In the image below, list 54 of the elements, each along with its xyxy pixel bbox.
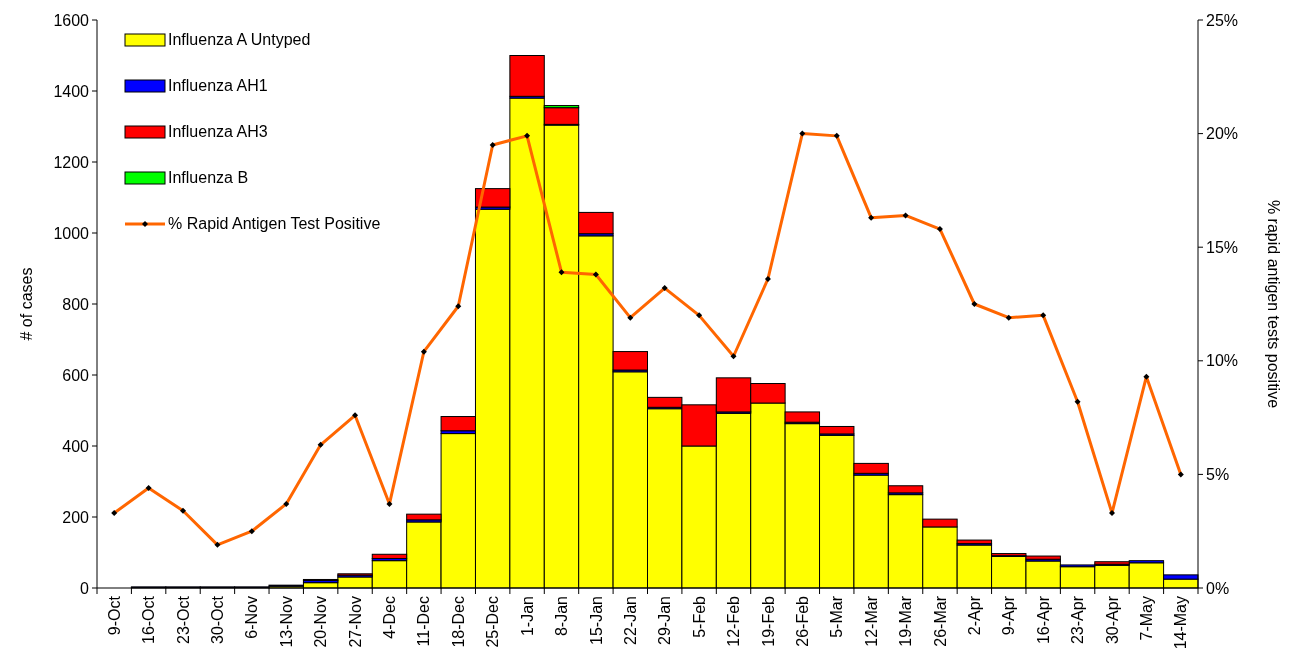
x-tick-label: 19-Mar	[897, 595, 915, 647]
y2-tick-label: 10%	[1206, 352, 1239, 370]
x-tick-label: 15-Jan	[587, 596, 605, 645]
y-tick-label: 400	[62, 437, 90, 455]
x-tick-label: 5-Feb	[690, 595, 708, 638]
x-tick-label: 22-Jan	[621, 596, 639, 645]
x-tick-label: 14-May	[1172, 596, 1190, 650]
y-tick-label: 200	[62, 508, 90, 526]
x-tick-label: 18-Dec	[449, 596, 467, 648]
legend-label: Influenza AH1	[168, 77, 268, 94]
x-tick-label: 29-Jan	[656, 596, 674, 645]
x-tick-label: 11-Dec	[415, 596, 433, 647]
y-tick-label: 1600	[53, 11, 90, 29]
y-tick-label: 0	[80, 579, 90, 597]
legend-label: % Rapid Antigen Test Positive	[168, 215, 381, 232]
y2-tick-label: 0%	[1206, 579, 1230, 597]
x-tick-label: 12-Feb	[725, 595, 743, 647]
x-tick-label: 9-Apr	[1000, 595, 1018, 636]
x-tick-label: 25-Dec	[484, 596, 502, 648]
x-tick-label: 30-Apr	[1103, 595, 1121, 645]
x-tick-label: 23-Apr	[1069, 595, 1087, 645]
x-tick-label: 19-Feb	[759, 595, 777, 647]
x-tick-label: 23-Oct	[174, 595, 192, 645]
y2-tick-label: 5%	[1206, 466, 1230, 483]
y2-tick-label: 25%	[1206, 11, 1239, 29]
x-tick-label: 30-Oct	[209, 595, 227, 645]
y-tick-label: 600	[62, 366, 90, 384]
x-tick-label: 2-Apr	[965, 595, 983, 636]
legend-label: Influenza AH3	[168, 123, 268, 140]
y-tick-label: 800	[62, 295, 90, 313]
legend-label: Influenza B	[168, 169, 249, 186]
legend-label: Influenza A Untyped	[168, 31, 311, 48]
x-tick-label: 5-Mar	[828, 595, 846, 638]
x-tick-label: 20-Nov	[312, 596, 330, 648]
y2-tick-label: 15%	[1206, 238, 1239, 256]
y-tick-label: 1000	[53, 224, 90, 242]
x-tick-label: 16-Oct	[140, 595, 158, 645]
x-tick-label: 26-Mar	[931, 595, 949, 647]
x-tick-label: 6-Nov	[243, 596, 261, 639]
x-tick-label: 16-Apr	[1034, 595, 1052, 645]
x-tick-label: 4-Dec	[381, 596, 399, 639]
x-tick-label: 13-Nov	[277, 596, 295, 648]
x-tick-label: 9-Oct	[105, 595, 123, 636]
x-tick-label: 1-Jan	[518, 596, 536, 637]
y-tick-label: 1400	[53, 82, 90, 100]
x-tick-label: 27-Nov	[346, 596, 364, 648]
y-tick-label: 1200	[53, 153, 90, 171]
x-tick-label: 26-Feb	[793, 595, 811, 647]
x-tick-label: 8-Jan	[553, 596, 571, 637]
y2-tick-label: 20%	[1206, 125, 1239, 143]
y-axis-title: # of cases	[18, 267, 35, 341]
x-tick-label: 12-Mar	[862, 595, 880, 647]
x-tick-label: 7-May	[1137, 596, 1155, 641]
y2-axis-title: % rapid antigen tests positive	[1265, 199, 1282, 409]
